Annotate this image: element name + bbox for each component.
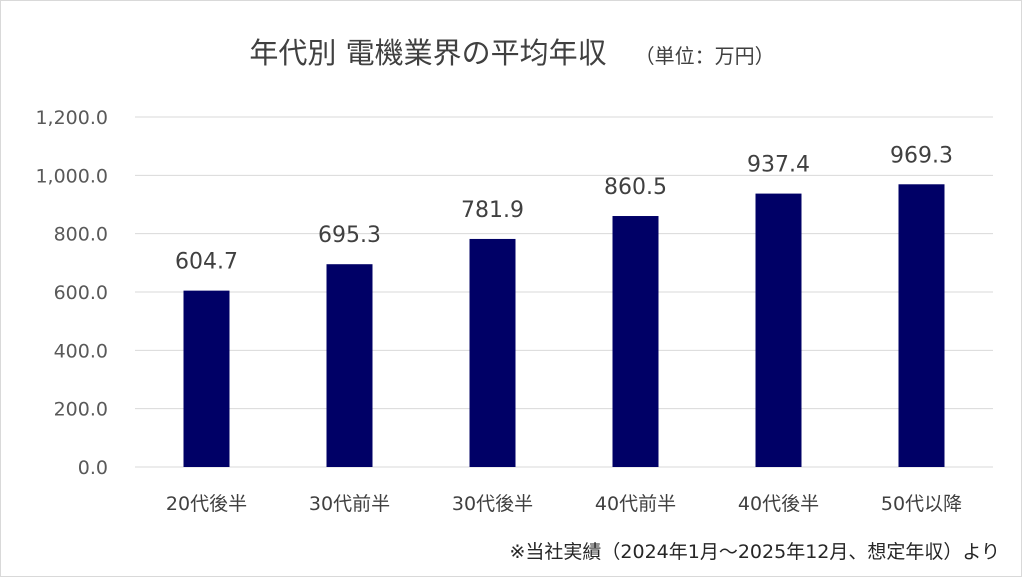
y-axis-ticks: 0.0 200.0 400.0 600.0 800.0 1,000.0 1,200.0	[35, 107, 108, 479]
y-tick-label: 800.0	[54, 224, 108, 246]
bars	[183, 184, 945, 467]
x-category-label: 50代以降	[881, 493, 962, 515]
bar	[326, 264, 373, 467]
x-category-label: 30代後半	[452, 493, 533, 515]
x-category-label: 20代後半	[166, 493, 247, 515]
bar	[469, 238, 516, 467]
gridlines	[135, 116, 993, 468]
x-category-label: 40代後半	[738, 493, 819, 515]
bar-value-label: 695.3	[318, 223, 381, 248]
bar	[755, 193, 802, 467]
y-tick-label: 600.0	[54, 282, 108, 304]
bar-value-label: 781.9	[461, 198, 524, 223]
y-tick-label: 1,200.0	[35, 107, 108, 129]
bar-value-label: 969.3	[890, 143, 953, 168]
bar	[183, 290, 230, 467]
unit-note: （単位：万円）	[634, 44, 775, 68]
bar	[898, 184, 945, 467]
x-category-label: 30代前半	[309, 493, 390, 515]
data-labels: 604.7 695.3 781.9 860.5 937.4 969.3	[175, 143, 953, 274]
x-axis-categories: 20代後半 30代前半 30代後半 40代前半 40代後半 50代以降	[166, 493, 962, 515]
bar	[612, 216, 659, 467]
y-tick-label: 200.0	[54, 399, 108, 421]
chart-title: 年代別 電機業界の平均年収	[249, 36, 607, 70]
bar-value-label: 860.5	[604, 175, 667, 200]
x-category-label: 40代前半	[595, 493, 676, 515]
bar-value-label: 937.4	[747, 153, 810, 178]
chart-title-block: 年代別 電機業界の平均年収 （単位：万円）	[0, 30, 1024, 72]
y-tick-label: 0.0	[78, 457, 108, 479]
footnote: ※当社実績（2024年1月～2025年12月、想定年収）より	[509, 541, 1000, 563]
bar-value-label: 604.7	[175, 250, 238, 275]
y-tick-label: 400.0	[54, 340, 108, 362]
y-tick-label: 1,000.0	[35, 165, 108, 187]
